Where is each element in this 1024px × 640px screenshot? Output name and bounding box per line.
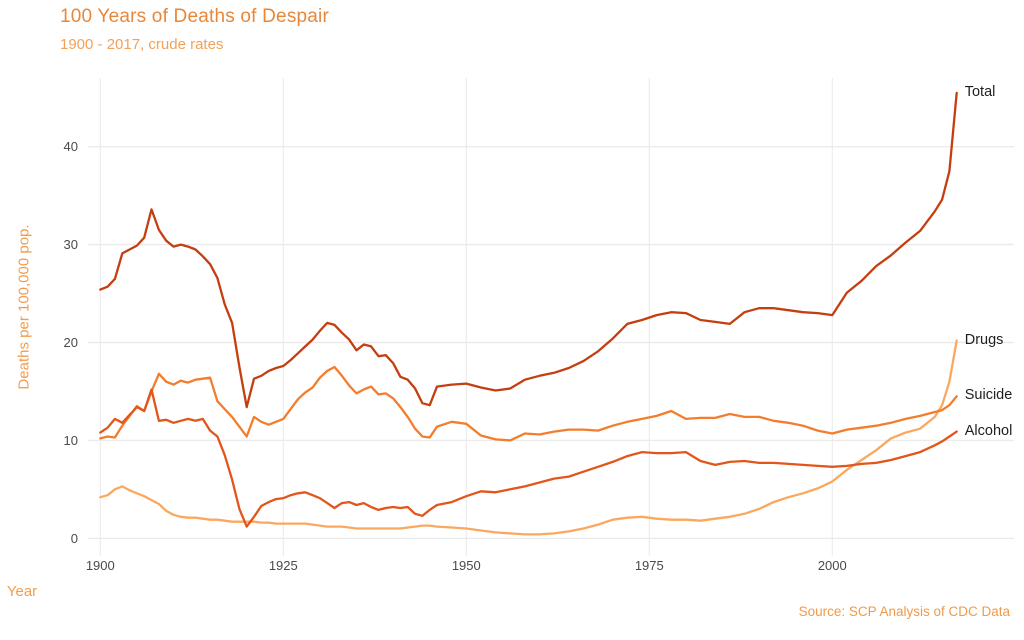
y-tick-label-30: 30 [63,237,78,253]
x-axis-title: Year [0,583,1024,600]
x-tick-label-1950: 1950 [451,558,481,573]
line-total [99,91,958,409]
series-label-drugs: Drugs [964,331,1004,348]
line-suicide [99,365,958,442]
y-tick-label-40: 40 [63,139,78,155]
series-label-total: Total [964,83,996,100]
x-tick-label-1925: 1925 [268,558,298,573]
source-note: Source: SCP Analysis of CDC Data [798,604,1010,619]
chart-subtitle: 1900 - 2017, crude rates [60,36,224,53]
y-tick-label-0: 0 [70,530,78,546]
series-lines [99,91,958,536]
line-drugs [99,339,958,536]
y-tick-label-20: 20 [63,335,78,350]
chart-title: 100 Years of Deaths of Despair [60,6,330,27]
line-alcohol [99,388,958,528]
series-label-alcohol: Alcohol [964,422,1013,439]
x-tick-label-2000: 2000 [817,558,847,573]
y-axis-title: Deaths per 100,000 pop. [15,224,33,390]
x-tick-label-1900: 1900 [85,558,115,573]
series-label-suicide: Suicide [964,387,1013,404]
gridlines [88,78,1014,556]
x-axis-title-text: Year [6,583,38,600]
x-tick-label-1975: 1975 [634,558,664,573]
y-tick-label-10: 10 [63,432,78,448]
